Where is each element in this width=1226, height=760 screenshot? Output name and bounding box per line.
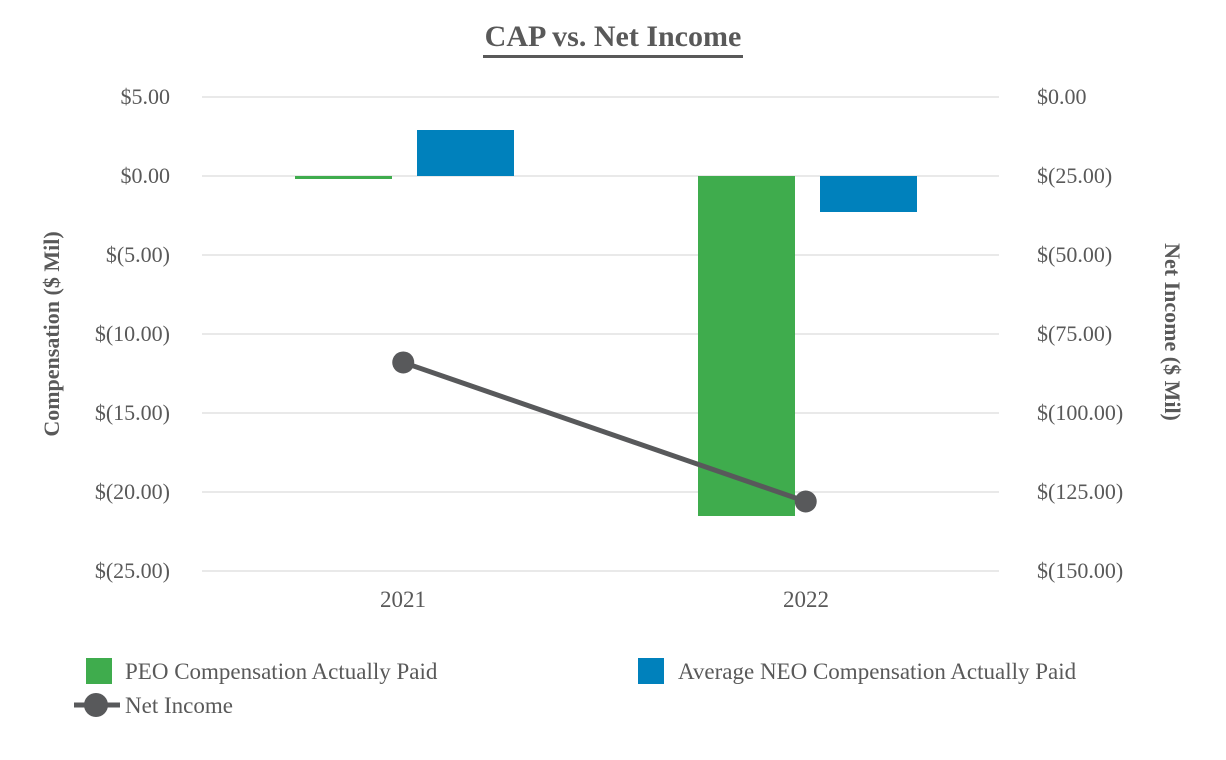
gridline [202,96,999,98]
plot-area [202,96,999,572]
legend-label-peo: PEO Compensation Actually Paid [125,659,438,684]
legend-label-net-income: Net Income [125,693,233,718]
chart-title: CAP vs. Net Income [0,20,1226,58]
net-income-line-marker-icon [74,693,120,717]
gridline [202,333,999,335]
net-income-line [402,360,807,504]
right-axis-tick-label: $(50.00) [1037,242,1113,267]
left-axis-tick-label: $(25.00) [94,558,170,583]
net-income-icon-marker [84,693,108,717]
right-axis-tick-label: $(125.00) [1037,479,1124,504]
left-axis-tick-label: $(10.00) [94,321,170,346]
left-axis-tick-label: $(5.00) [105,242,170,267]
legend-swatch-neo [638,658,664,684]
right-axis-tick-label: $0.00 [1037,84,1087,109]
left-axis-tick-label: $0.00 [120,163,171,188]
left-axis-tick-label: $(20.00) [94,479,170,504]
gridline [202,412,999,414]
gridline [202,175,999,177]
gridline [202,491,999,493]
net-income-line-layer [392,351,817,513]
net-income-marker-2022 [794,490,817,513]
left-axis-tick-label: $5.00 [120,84,171,109]
chart-title-text: CAP vs. Net Income [482,20,744,58]
bar-series0-2022 [697,176,795,516]
net-income-marker-2021 [392,351,415,374]
right-axis-tick-label: $(25.00) [1037,163,1113,188]
bar-series1-2022 [819,176,917,213]
right-axis-tick-label: $(75.00) [1037,321,1113,346]
legend-label-neo: Average NEO Compensation Actually Paid [678,659,1077,684]
gridline [202,570,999,572]
bar-series0-2021 [295,176,393,180]
legend-swatch-peo [86,658,112,684]
right-axis-tick-label: $(100.00) [1037,400,1124,425]
x-axis-label-2021: 2021 [380,587,426,612]
x-axis-label-2022: 2022 [783,587,829,612]
left-axis-tick-label: $(15.00) [94,400,170,425]
gridline [202,254,999,256]
bar-series1-2021 [417,130,515,176]
right-axis-tick-label: $(150.00) [1037,558,1124,583]
